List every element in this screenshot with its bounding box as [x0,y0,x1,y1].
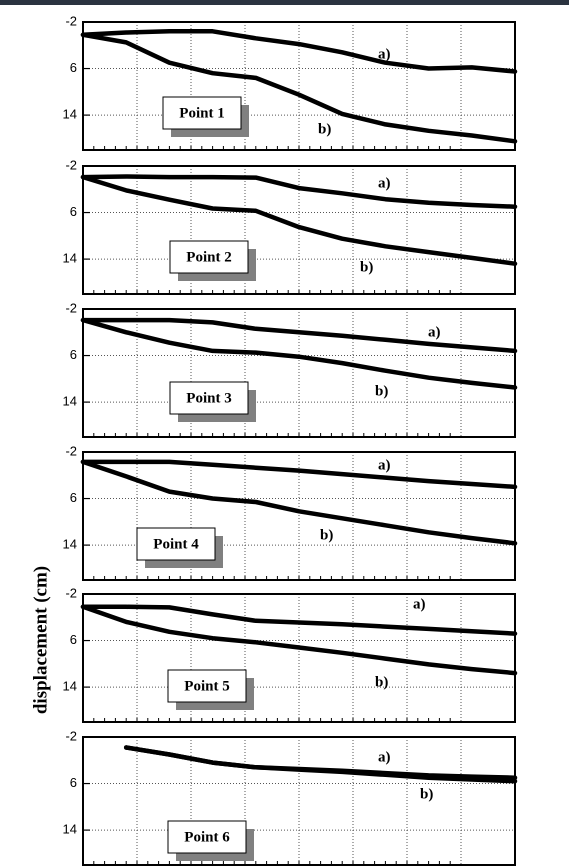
y-tick-label: 6 [70,490,77,505]
series-label: a) [413,596,426,612]
series-label: b) [420,786,433,802]
series-line [80,459,518,490]
y-tick-label: 14 [63,107,77,122]
series-line [80,604,518,636]
series-line [80,317,518,390]
series-line [123,745,518,780]
series-label: a) [378,457,391,473]
panel-title: Point 1 [179,105,224,121]
series-label: b) [375,674,388,690]
series-line [80,174,518,209]
plot-frame [82,21,516,151]
label-box [167,669,247,703]
y-tick-label: 6 [70,60,77,75]
plot-frame [82,308,516,438]
series-line [80,32,518,144]
plot-frame [82,736,516,866]
y-tick-label: 14 [63,394,77,409]
plot-frame [82,593,516,723]
label-box [169,381,249,415]
y-tick-label: 14 [63,537,77,552]
series-label: b) [318,121,331,137]
y-tick-label: -2 [65,585,77,600]
y-tick-label: -2 [65,728,77,743]
series-label: b) [320,527,333,543]
label-box [136,527,216,561]
y-tick-label: 6 [70,632,77,647]
y-tick-label: -2 [65,443,77,458]
panel-title: Point 6 [184,829,230,845]
series-label: b) [360,259,373,275]
y-tick-label: 14 [63,251,77,266]
panel-title: Point 4 [153,536,199,552]
panel-title: Point 5 [184,678,229,694]
series-line [80,174,518,266]
y-tick-label: 6 [70,775,77,790]
label-box [162,96,242,130]
series-line [80,29,518,74]
label-box [169,240,249,274]
y-tick-label: 6 [70,347,77,362]
y-tick-label: 14 [63,679,77,694]
series-line [80,317,518,354]
series-label: a) [378,749,391,765]
label-box [167,820,247,854]
plot-frame [82,165,516,295]
y-tick-label: 6 [70,204,77,219]
y-tick-label: -2 [65,157,77,172]
y-tick-label: -2 [65,300,77,315]
top-bar [0,0,569,5]
series-label: b) [375,383,388,399]
series-line [123,745,518,784]
y-axis-label: displacement (cm) [30,566,51,714]
y-tick-label: -2 [65,13,77,28]
panel-title: Point 2 [186,249,231,265]
series-line [80,459,518,546]
series-label: a) [428,324,441,340]
series-label: a) [378,175,391,191]
y-tick-label: 14 [63,822,77,837]
panel-title: Point 3 [186,390,231,406]
series-line [80,604,518,676]
plot-frame [82,451,516,581]
series-label: a) [378,46,391,62]
